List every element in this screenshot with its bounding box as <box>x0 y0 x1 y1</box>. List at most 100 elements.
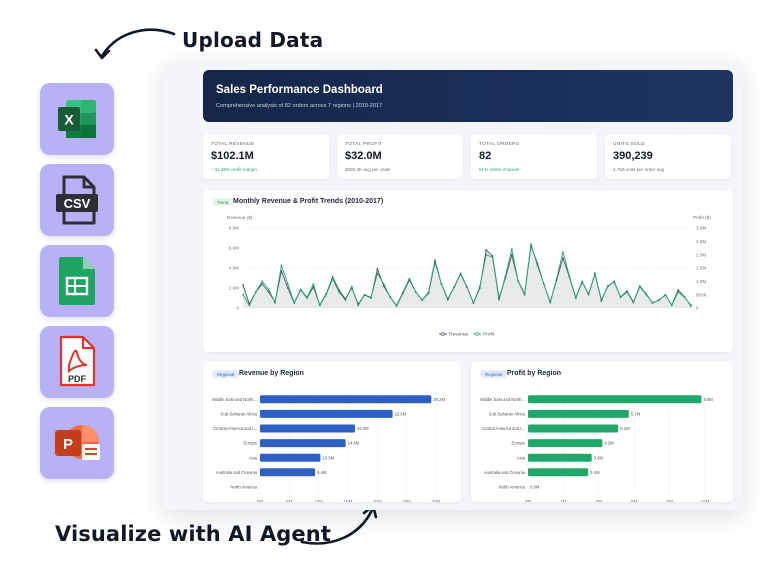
kpi-value: 82 <box>479 150 492 162</box>
profit-point <box>325 293 328 296</box>
legend-profit-label: Profit <box>483 332 495 338</box>
x-tick-label: 5M <box>286 499 293 502</box>
revenue-point <box>312 286 315 288</box>
profit-point <box>370 296 372 299</box>
revenue-point <box>357 303 360 305</box>
bar <box>260 453 321 462</box>
profit-point <box>382 283 385 285</box>
revenue-point <box>331 276 334 278</box>
profit-point <box>555 277 558 280</box>
profit-point <box>299 288 302 291</box>
revenue-point <box>555 279 558 281</box>
profit-point <box>414 291 417 293</box>
profit-point <box>286 283 289 285</box>
google-sheets-file-tile[interactable] <box>40 245 114 317</box>
profit-point <box>267 288 270 291</box>
profit-point <box>683 296 686 299</box>
profit-point <box>600 299 603 301</box>
profit-point <box>434 259 436 261</box>
csv-file-tile[interactable]: CSV <box>40 164 114 236</box>
x-tick-label: 10M <box>701 499 710 502</box>
bar-value-label: 0.0M <box>530 485 540 490</box>
excel-file-tile[interactable]: X <box>40 83 114 155</box>
csv-icon: CSV <box>56 175 98 225</box>
category-label: Asia <box>249 455 258 460</box>
y2-tick-label: 500K <box>696 292 708 297</box>
bar-value-label: 29.2M <box>433 397 445 402</box>
revenue-point <box>498 297 500 299</box>
revenue-area <box>243 246 691 308</box>
y-axis-label: Revenue ($) <box>227 215 253 220</box>
profit-point <box>517 280 520 283</box>
category-label: Sub-Saharan Africa <box>221 412 258 417</box>
kpi-card-total-orders[interactable]: TOTAL ORDERS 82 51% online channel <box>471 134 597 179</box>
bar <box>528 409 629 418</box>
revenue-point <box>248 303 251 305</box>
y-tick-label: 6.0M <box>229 246 239 251</box>
kpi-card-units-sold[interactable]: UNITS SOLD 390,239 4,759 units per order… <box>605 134 731 179</box>
regional-pill: Regional <box>212 370 240 378</box>
x-tick-label: 20M <box>373 499 382 502</box>
profit-by-region-card: Regional Profit by Region 0M 2M 4M 6M 8M 10M M… <box>471 362 733 502</box>
x-tick-label: 4M <box>596 499 603 502</box>
kpi-note: $390.3K avg per order <box>345 167 391 172</box>
revenue-point <box>280 270 283 272</box>
pdf-file-tile[interactable]: PDF <box>40 326 114 398</box>
profit-point <box>568 275 571 277</box>
profit-point <box>530 243 532 245</box>
profit-point <box>440 283 443 285</box>
bar <box>528 468 589 477</box>
category-label: Australia and Oceania <box>216 470 258 475</box>
category-label: Europe <box>511 441 525 446</box>
revenue-point <box>242 284 244 286</box>
bar-value-label: 4.2M <box>604 441 614 446</box>
pdf-glyph: PDF <box>68 374 87 384</box>
bar-value-label: 9.4M <box>317 470 327 475</box>
category-label: Middle East and North... <box>480 397 525 402</box>
revenue-point <box>350 287 353 289</box>
kpi-value: $102.1M <box>211 150 254 162</box>
revenue-point <box>504 277 507 279</box>
category-label: North America <box>230 485 257 490</box>
powerpoint-file-tile[interactable]: P <box>40 407 114 479</box>
y-tick-label: 0 <box>236 306 239 311</box>
profit-point <box>632 301 635 304</box>
revenue-point <box>530 245 532 247</box>
profit-point <box>645 293 648 296</box>
legend-profit-marker <box>475 332 479 336</box>
profit-point <box>690 304 692 307</box>
kpi-label: TOTAL ORDERS <box>479 142 520 147</box>
profit-point <box>254 291 257 293</box>
category-label: North America <box>498 485 525 490</box>
legend-revenue-marker <box>441 332 445 336</box>
kpi-card-total-profit[interactable]: TOTAL PROFIT $32.0M $390.3K avg per orde… <box>337 134 463 179</box>
profit-point <box>594 272 596 275</box>
profit-point <box>408 277 411 280</box>
y-tick-label: 8.0M <box>229 226 239 231</box>
bar-value-label: 3.4M <box>590 470 600 475</box>
profit-point <box>306 296 308 299</box>
profit-point <box>261 280 264 283</box>
profit-point <box>485 253 488 256</box>
profit-point <box>344 299 347 301</box>
profit-point <box>664 293 667 296</box>
upload-data-heading: Upload Data <box>182 28 324 52</box>
bar-value-label: 9.8M <box>703 397 713 402</box>
profit-point <box>472 301 475 304</box>
profit-point <box>466 285 468 288</box>
y2-tick-label: 1.5M <box>696 266 706 271</box>
bar-value-label: 22.6M <box>395 412 407 417</box>
profit-point <box>363 293 366 296</box>
profit-point <box>562 251 564 253</box>
profit-point <box>242 293 244 296</box>
pdf-icon: PDF <box>59 335 96 387</box>
profit-point <box>613 280 616 283</box>
category-label: Middle East and North... <box>212 397 257 402</box>
trend-chart-title: Monthly Revenue & Profit Trends (2010-20… <box>233 198 384 205</box>
revenue-by-region-bar-chart: 0M 5M 10M 15M 20M 25M 30M Middle East and North… <box>212 390 445 502</box>
category-label: Europe <box>243 441 257 446</box>
profit-point <box>658 299 660 301</box>
y2-tick-label: 2.5M <box>696 239 706 244</box>
kpi-card-total-revenue[interactable]: TOTAL REVENUE $102.1M ↑ 31.36% profit ma… <box>203 134 329 179</box>
profit-point <box>587 293 590 296</box>
